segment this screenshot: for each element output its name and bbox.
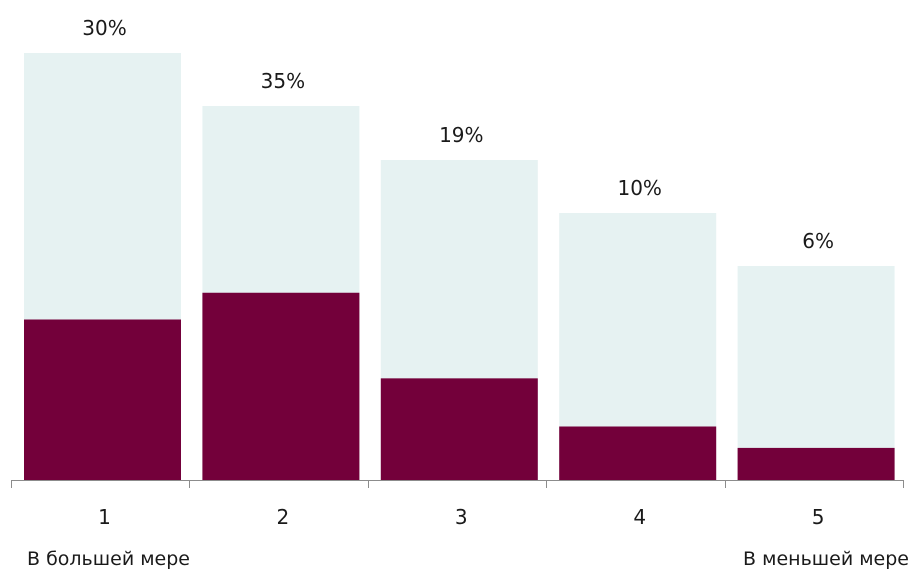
x-tick-label: 3 (455, 505, 468, 529)
scale-high-label: В меньшей мере (743, 548, 909, 570)
bar (24, 319, 181, 480)
bar (737, 447, 895, 480)
data-label: 10% (617, 176, 661, 200)
bar (202, 292, 360, 480)
data-label: 19% (439, 123, 483, 147)
data-label: 30% (82, 16, 126, 40)
data-label: 35% (261, 69, 305, 93)
bar (380, 378, 538, 480)
bar (559, 426, 717, 480)
x-tick-label: 2 (277, 505, 290, 529)
scale-low-label: В большей мере (27, 548, 190, 570)
x-tick-label: 1 (98, 505, 111, 529)
x-tick-label: 4 (633, 505, 646, 529)
bar-backdrop (737, 266, 895, 480)
data-label: 6% (802, 229, 834, 253)
x-tick-label: 5 (812, 505, 825, 529)
